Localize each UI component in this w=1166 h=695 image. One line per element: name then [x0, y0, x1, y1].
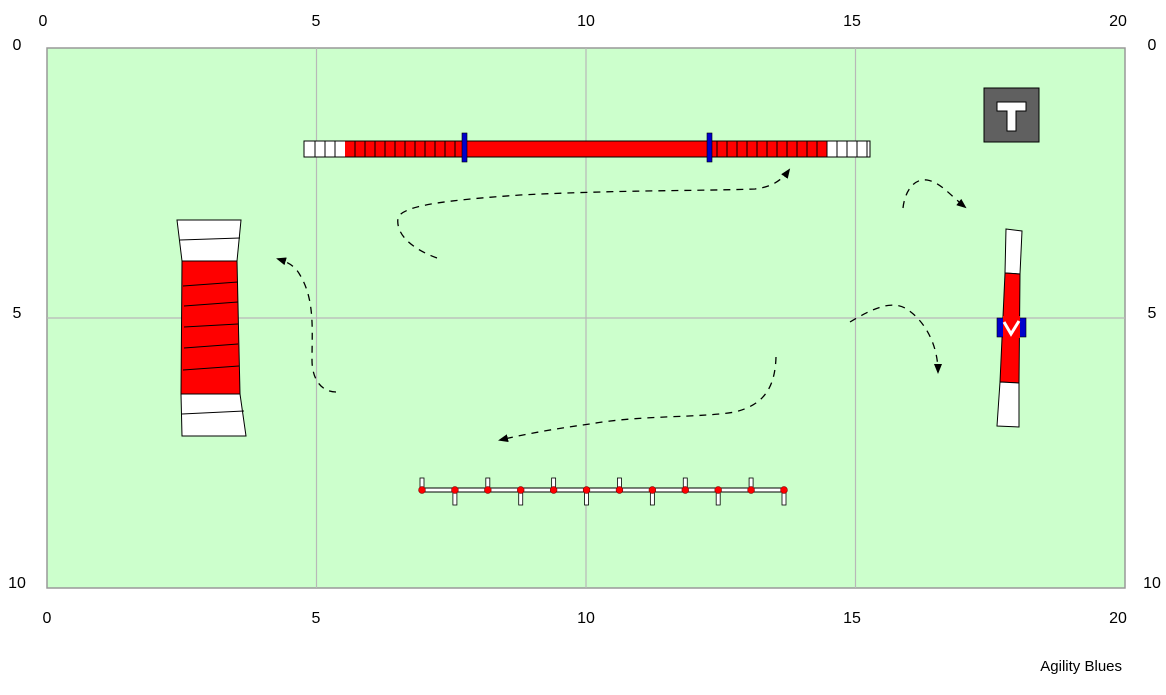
x-tick-top: 5 — [312, 13, 321, 30]
y-tick-left: 0 — [13, 37, 22, 54]
x-tick-bottom: 20 — [1109, 610, 1127, 627]
weave-pole-base — [781, 491, 787, 506]
dog-walk-icon — [303, 132, 871, 163]
see-saw-icon — [996, 228, 1027, 428]
x-tick-top: 0 — [39, 13, 48, 30]
weave-pole — [648, 486, 657, 494]
weave-poles-icon — [418, 477, 788, 506]
weave-pole — [484, 486, 492, 494]
table-icon — [983, 87, 1040, 143]
x-tick-bottom: 15 — [843, 610, 861, 627]
x-tick-bottom: 10 — [577, 610, 595, 627]
x-tick-top: 20 — [1109, 13, 1127, 30]
y-tick-left: 5 — [13, 305, 22, 322]
x-tick-bottom: 5 — [312, 610, 321, 627]
weave-pole — [517, 486, 525, 494]
weave-pole — [451, 486, 459, 494]
weave-pole — [549, 486, 558, 494]
weave-pole — [418, 486, 426, 494]
x-axis-top: 0 5 10 15 20 — [39, 13, 1127, 30]
x-axis-bottom: 0 5 10 15 20 — [43, 610, 1127, 627]
a-frame-icon — [176, 219, 247, 437]
y-tick-right: 5 — [1148, 305, 1157, 322]
weave-pole — [780, 486, 788, 494]
weave-pole-base — [452, 491, 458, 506]
weave-pole — [681, 486, 689, 494]
credit-label: Agility Blues — [1040, 658, 1122, 675]
x-tick-bottom: 0 — [43, 610, 52, 627]
y-tick-right: 0 — [1148, 37, 1157, 54]
weave-pole — [714, 486, 722, 494]
weave-pole — [582, 486, 591, 494]
y-axis-right: 0 5 10 — [1143, 37, 1161, 592]
weave-pole — [747, 486, 755, 494]
weave-pole — [615, 486, 624, 494]
weave-pole-base — [715, 491, 721, 506]
y-tick-left: 10 — [8, 575, 26, 592]
y-tick-right: 10 — [1143, 575, 1161, 592]
y-axis-left: 0 5 10 — [8, 37, 26, 592]
weave-pole-base — [518, 491, 524, 506]
x-tick-top: 10 — [577, 13, 595, 30]
course-path — [276, 168, 967, 443]
weave-pole-base — [584, 491, 589, 506]
weave-pole-base — [649, 491, 655, 506]
x-tick-top: 15 — [843, 13, 861, 30]
